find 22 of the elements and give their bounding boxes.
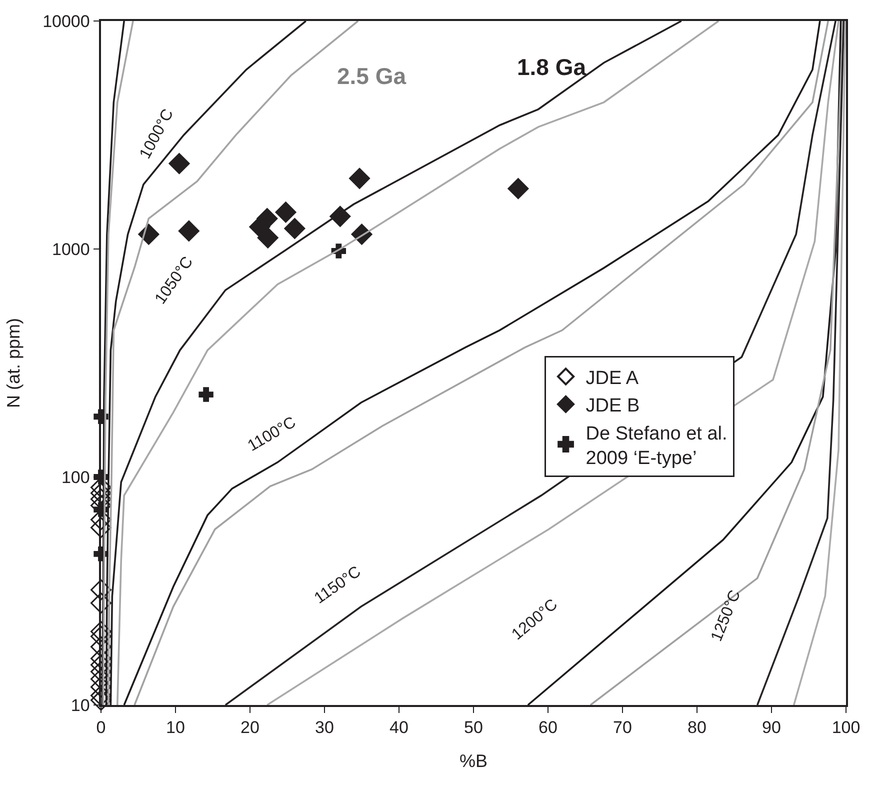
x-axis-title: %B xyxy=(459,750,488,771)
x-tick-label: 50 xyxy=(464,718,483,738)
legend-label: JDE A xyxy=(586,368,639,389)
annotation: 1.8 Ga xyxy=(517,54,586,80)
y-tick-label: 1000 xyxy=(52,240,90,259)
x-tick-label: 90 xyxy=(762,718,781,738)
x-tick-label: 10 xyxy=(166,718,185,738)
legend-label: De Stefano et al. 2009 ‘E-type’ xyxy=(586,423,728,470)
x-tick-label: 100 xyxy=(832,718,860,738)
x-tick-label: 80 xyxy=(688,718,706,738)
y-tick-label: 10000 xyxy=(42,12,90,31)
y-tick-label: 10 xyxy=(70,696,90,715)
legend-label: JDE B xyxy=(586,396,640,417)
x-tick-label: 60 xyxy=(538,718,558,738)
x-tick-label: 20 xyxy=(240,718,260,738)
y-axis-title: N (at. ppm) xyxy=(3,318,24,408)
x-tick-label: 30 xyxy=(315,718,334,738)
x-tick-label: 0 xyxy=(96,718,106,738)
x-tick-label: 40 xyxy=(390,718,408,738)
y-tick-label: 100 xyxy=(61,468,90,487)
x-tick-label: 70 xyxy=(613,718,632,738)
annotation: 2.5 Ga xyxy=(337,63,406,89)
